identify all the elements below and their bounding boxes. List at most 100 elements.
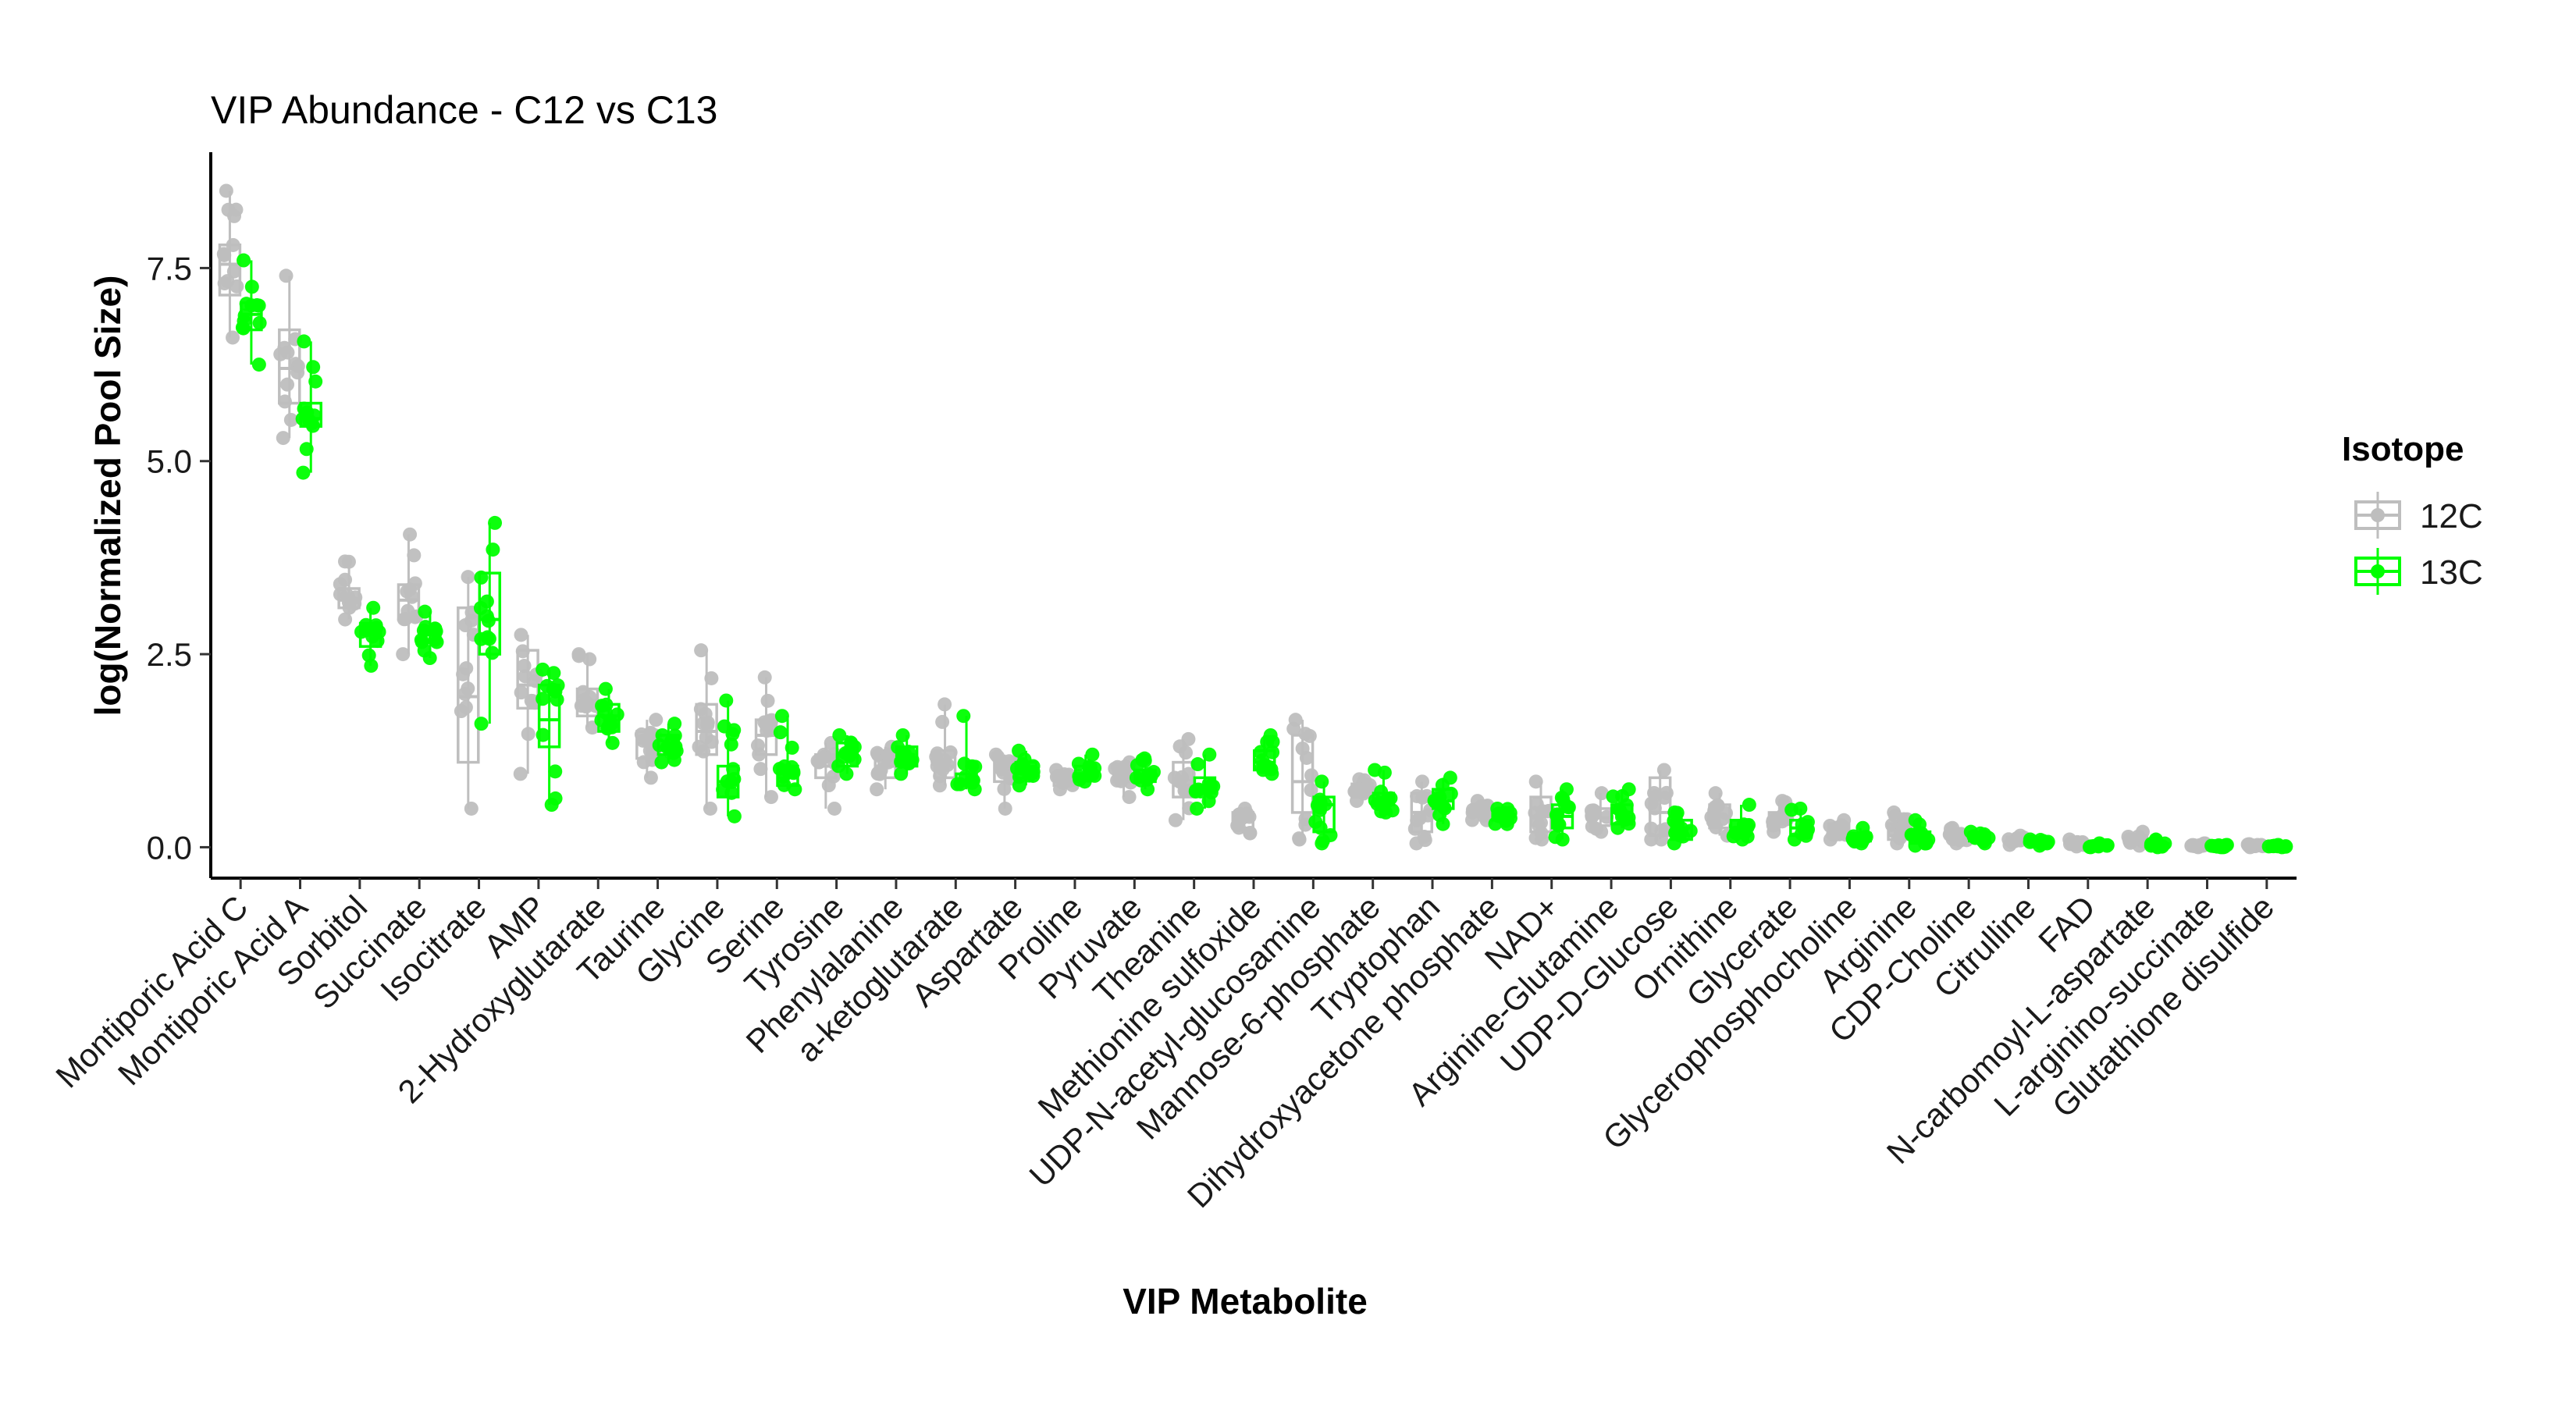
box-iqr <box>597 702 621 733</box>
data-point <box>1914 826 1929 841</box>
data-point <box>649 713 664 727</box>
box-iqr <box>895 745 919 768</box>
box-13c-tyrosine <box>831 727 862 781</box>
box-13c-ornithine <box>1726 798 1756 847</box>
data-point <box>1202 747 1217 762</box>
legend-key-point <box>2371 508 2385 522</box>
box-13c-aspartate <box>1009 743 1041 793</box>
data-point <box>1201 794 1216 809</box>
y-axis: 0.0 2.5 5.0 7.5 <box>147 152 212 878</box>
data-point <box>1168 813 1183 827</box>
data-point <box>279 269 294 283</box>
data-point <box>1464 813 1479 827</box>
data-point <box>521 727 535 742</box>
box-13c-succinate <box>414 604 444 666</box>
data-point <box>759 717 774 732</box>
series-12c <box>216 183 2270 855</box>
data-point <box>1548 830 1563 845</box>
box-12c-arginine <box>1884 805 1915 851</box>
y-tick-label: 2.5 <box>147 636 192 673</box>
box-iqr <box>1372 791 1396 806</box>
data-point <box>1715 812 1730 827</box>
data-point <box>535 662 550 677</box>
box-13c-proline <box>1071 747 1102 789</box>
data-point <box>1265 745 1280 759</box>
box-12c-glycine <box>692 643 719 816</box>
box-iqr <box>337 587 361 610</box>
data-point <box>643 725 658 740</box>
data-point <box>760 693 775 708</box>
data-point <box>810 753 825 768</box>
box-12c-pyruvate <box>1108 755 1138 805</box>
data-point <box>895 727 910 742</box>
data-point <box>1243 825 1258 840</box>
data-point <box>548 791 563 806</box>
box-13c-sorbitol <box>354 600 386 673</box>
data-point <box>1071 756 1086 771</box>
data-point <box>276 431 290 446</box>
data-point <box>454 704 468 719</box>
data-point <box>1594 786 1609 801</box>
y-tick-label: 5.0 <box>147 443 192 480</box>
data-point <box>251 357 266 372</box>
data-point <box>407 548 422 563</box>
box-12c-phenylalanine <box>870 739 899 797</box>
box-13c-arginine <box>1904 813 1936 853</box>
box-iqr <box>218 243 242 297</box>
data-point <box>1137 753 1152 768</box>
data-point <box>1298 727 1313 742</box>
box-12c-cdp-choline <box>1942 820 1974 851</box>
data-point <box>694 643 709 658</box>
box-12c-glycerate <box>1766 794 1795 839</box>
data-point <box>364 658 379 673</box>
box-iqr <box>933 749 957 780</box>
box-13c-udp-n-acetyl-glucosamine <box>1308 774 1338 851</box>
data-point <box>244 298 259 313</box>
box-iqr <box>1670 819 1693 841</box>
data-point <box>546 666 561 681</box>
data-point <box>1292 831 1307 846</box>
data-point <box>1190 801 1204 816</box>
data-point <box>464 801 479 816</box>
data-point <box>1615 789 1630 804</box>
box-13c-montiporic-acid-c <box>235 253 267 372</box>
data-point <box>479 609 494 624</box>
box-iqr <box>240 301 263 332</box>
data-point <box>938 697 952 712</box>
legend: Isotope 12C 13C <box>2342 430 2483 595</box>
box-13c-glycerophosphocholine <box>1845 820 1873 851</box>
data-point <box>474 717 489 731</box>
data-point <box>299 442 314 457</box>
box-13c-l-arginino-succinate <box>2204 838 2234 855</box>
box-iqr <box>457 606 480 764</box>
box-iqr <box>656 734 681 756</box>
data-point <box>226 330 240 345</box>
data-point <box>704 735 719 749</box>
box-iqr <box>1290 734 1315 814</box>
plot-area <box>216 183 2293 855</box>
box-13c-nad <box>1548 782 1576 847</box>
data-point <box>338 612 353 627</box>
chart-title: VIP Abundance - C12 vs C13 <box>211 88 718 132</box>
data-point <box>870 782 884 797</box>
data-point <box>418 604 432 619</box>
data-point <box>366 600 381 615</box>
data-point <box>368 622 382 637</box>
data-point <box>1299 750 1314 765</box>
y-tick-label: 0.0 <box>147 829 192 866</box>
data-point <box>1528 831 1543 845</box>
data-point <box>396 647 411 662</box>
box-13c-dihydroxyacetone-phosphate <box>1488 801 1517 831</box>
box-iqr <box>695 702 718 756</box>
data-point <box>403 527 418 542</box>
data-point <box>1201 777 1216 791</box>
box-13c-citrulline <box>2023 832 2055 853</box>
box-12c-tyrosine <box>810 735 842 816</box>
data-point <box>280 377 295 392</box>
box-13c-serine <box>772 709 802 797</box>
data-point <box>1315 774 1329 789</box>
box-iqr <box>1908 830 1932 845</box>
data-point <box>1177 784 1192 799</box>
box-13c-n-carbomoyl-l-aspartate <box>2144 832 2172 855</box>
